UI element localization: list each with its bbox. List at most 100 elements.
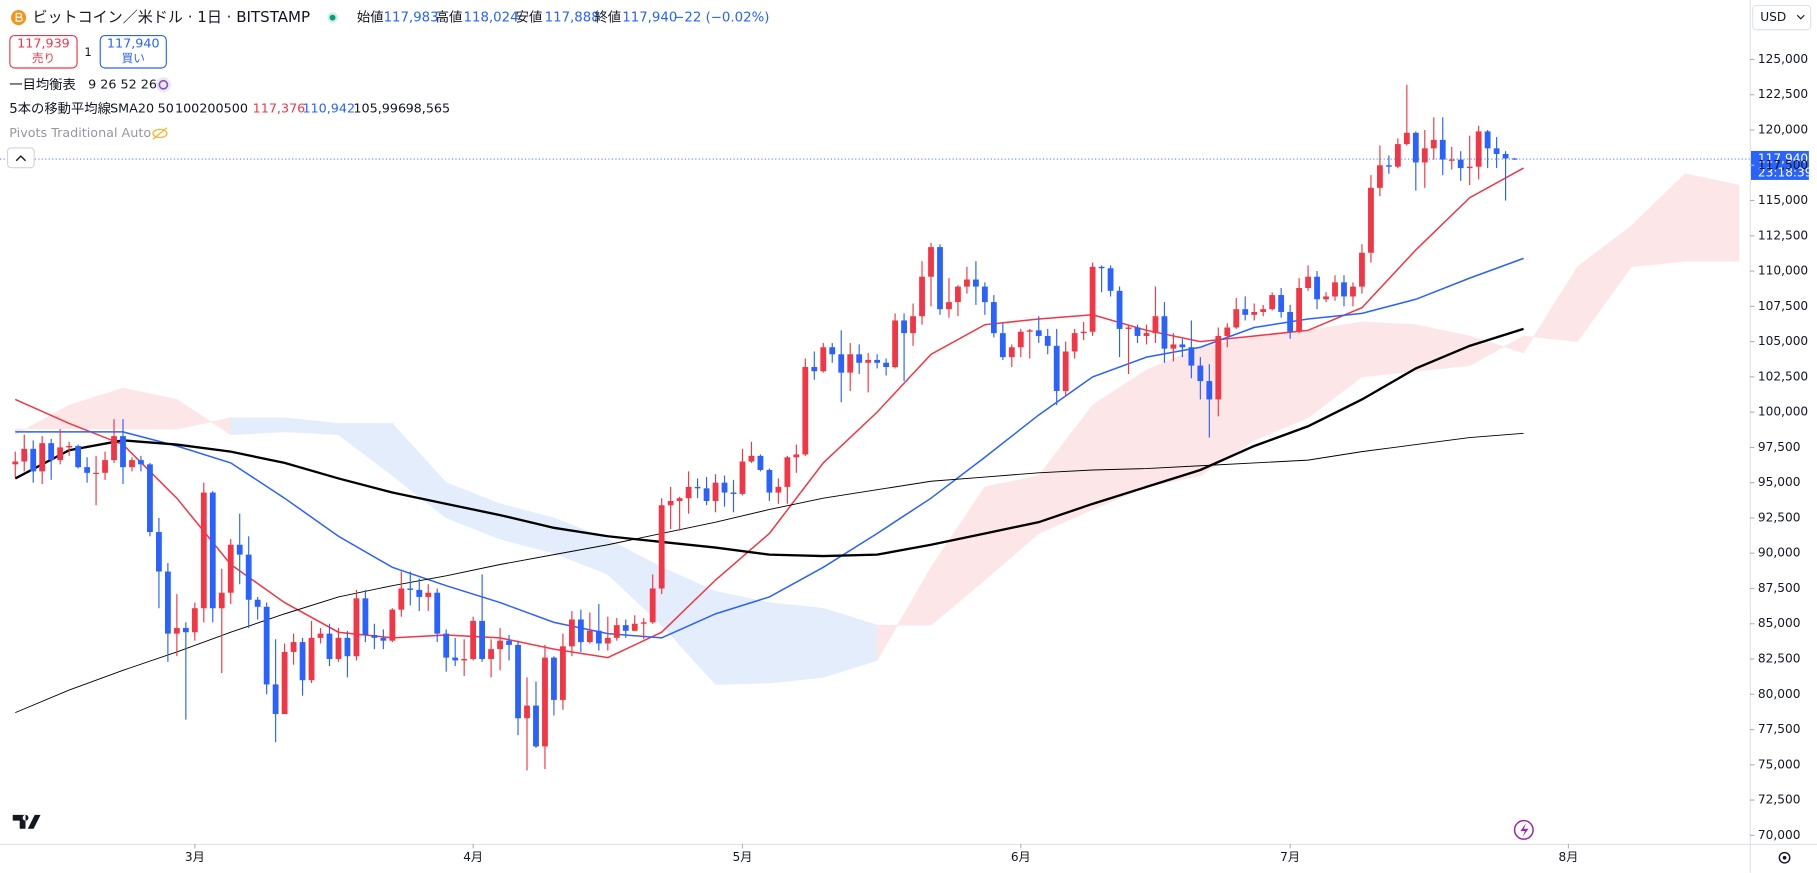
logo[interactable]	[12, 814, 41, 829]
candle-body	[30, 448, 37, 472]
flash-icon[interactable]	[1513, 819, 1534, 840]
settings-icon[interactable]	[1778, 851, 1791, 864]
pivots-name[interactable]: Pivots Traditional Auto	[9, 126, 151, 141]
candle-body	[452, 657, 459, 661]
y-tick-label: 87,500	[1758, 581, 1801, 595]
buy-label[interactable]: 買い	[122, 51, 145, 65]
sell-price[interactable]: 117,939	[17, 37, 70, 52]
candle-body	[164, 571, 171, 634]
y-tick-label: 115,000	[1758, 193, 1808, 207]
sma-value: 98,565	[406, 102, 451, 117]
candle-body	[658, 505, 665, 589]
refresh-icon[interactable]	[155, 77, 171, 93]
candle-body	[66, 445, 73, 448]
candle-body	[1475, 131, 1482, 167]
candle-body	[129, 460, 135, 468]
candle-body	[640, 622, 647, 624]
candle-body	[560, 646, 566, 700]
hidden-icon[interactable]	[152, 127, 168, 140]
collapse-button[interactable]	[6, 147, 35, 169]
sma-period: 20	[138, 102, 154, 117]
candle-body	[1412, 132, 1419, 163]
x-tick-label: 7月	[1280, 850, 1300, 864]
eye[interactable]	[152, 128, 168, 139]
currency-box[interactable]	[1752, 4, 1812, 31]
candle-body	[1242, 309, 1249, 315]
buy-price[interactable]: 117,940	[107, 37, 160, 52]
candle-body	[1377, 165, 1383, 188]
candle-body	[586, 630, 593, 643]
ichimoku-cloud	[14, 173, 1740, 686]
sell-button[interactable]: 117,939 売り	[9, 34, 78, 69]
candle-body	[856, 354, 863, 363]
currency[interactable]: USD	[1760, 10, 1786, 24]
candle-body	[1071, 333, 1078, 352]
candle-body	[1179, 344, 1186, 348]
y-tick-label: 97,500	[1758, 440, 1801, 454]
high-value: 118,024	[464, 11, 519, 26]
buy-box[interactable]	[99, 34, 167, 69]
sma-line	[14, 167, 1524, 659]
ichimoku-name[interactable]: 一目均衡表	[9, 77, 76, 93]
y-tick-label: 72,500	[1758, 793, 1801, 807]
candle-body	[829, 347, 836, 355]
candle-body	[326, 633, 333, 660]
candle-body	[874, 359, 881, 363]
candle-body	[1484, 131, 1491, 149]
candle-body	[838, 354, 845, 373]
candle-body	[200, 492, 207, 609]
candle-body	[694, 486, 701, 489]
candle-body	[919, 276, 925, 317]
candle-body	[766, 469, 773, 493]
candle-body	[1287, 311, 1294, 332]
candle-body	[39, 443, 46, 472]
candle-body	[1457, 159, 1464, 169]
x-tick-label: 5月	[733, 850, 753, 864]
candle-body	[604, 637, 611, 644]
candle-body	[542, 657, 548, 747]
market-status	[329, 14, 336, 21]
candle-body	[1332, 282, 1338, 297]
candle-body	[703, 488, 710, 502]
price-tag-box	[1750, 150, 1809, 180]
sma-name[interactable]: 5本の移動平均線	[9, 101, 111, 117]
sell-label[interactable]: 売り	[32, 51, 55, 65]
cloud-segment	[769, 602, 824, 684]
moving-averages	[14, 167, 1524, 714]
candle-body	[362, 598, 369, 636]
y-tick-label: 107,500	[1758, 299, 1808, 313]
sell-box[interactable]	[9, 34, 78, 69]
candle-body	[1466, 166, 1473, 169]
buy-button[interactable]: 117,940 買い	[99, 34, 167, 69]
y-tick-label: 75,000	[1758, 757, 1801, 771]
candle-body	[1035, 330, 1042, 336]
ichimoku-params: 9 26 52 26	[88, 77, 157, 92]
candle-body	[981, 286, 988, 303]
symbol-title: ビットコイン／米ドル · 1日 · BITSTAMP	[32, 8, 310, 26]
candle-body	[353, 598, 360, 657]
candle-body	[93, 472, 99, 474]
y-tick-label: 112,500	[1758, 228, 1808, 242]
candle-body	[577, 619, 584, 643]
low-value: 117,888	[545, 11, 600, 26]
candle-body	[1251, 311, 1258, 315]
sma-value: 105,996	[353, 102, 406, 117]
candle-body	[1197, 365, 1204, 382]
y-tick-label: 90,000	[1758, 546, 1801, 560]
candle-body	[281, 651, 288, 715]
candle-body	[120, 436, 126, 468]
candle-body	[622, 625, 629, 631]
candle-body	[299, 642, 306, 681]
candle-body	[1098, 266, 1105, 269]
candle-body	[1296, 287, 1302, 332]
collapse-caret	[15, 155, 26, 162]
candle-body	[1260, 309, 1267, 312]
collapse-box[interactable]	[6, 147, 35, 169]
candle-body	[1008, 347, 1015, 358]
candle-body	[784, 457, 791, 487]
candle-body	[1125, 327, 1132, 329]
candle-body	[102, 460, 108, 473]
